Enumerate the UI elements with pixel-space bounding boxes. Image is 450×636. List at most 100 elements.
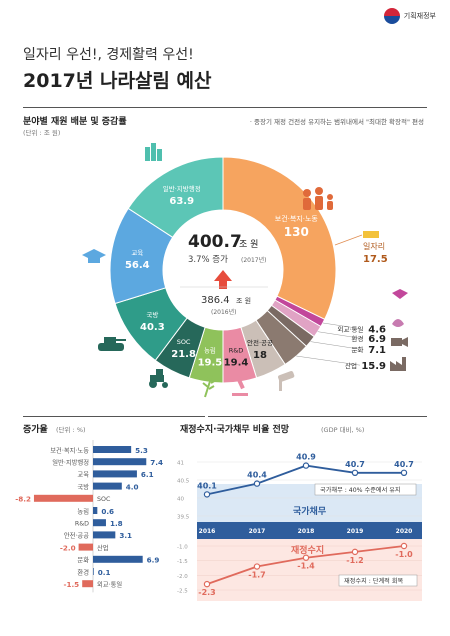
debt-point [253,480,261,487]
donut-slice-value: 130 [284,225,309,239]
debt-point-label: 40.1 [197,481,217,490]
center-prev: 386.4 [201,295,230,306]
microscope-icon [232,374,248,396]
balance-axis-tick: -2.5 [177,589,188,595]
growth-bar-value: 5.3 [135,446,148,455]
center-prev-year: (2016년) [211,308,236,316]
donut-slice-name: 산업 [345,361,357,370]
debt-point [400,469,408,477]
center-total-unit: 조 원 [239,239,258,250]
debt-point-label: 40.9 [296,453,316,462]
donut-slice-value: 56.4 [125,260,150,271]
donut-leader-line [310,341,361,350]
donut-slice-value: 4.6 [368,325,386,336]
section-divider [23,107,427,108]
section3-unit: (GDP 대비, %) [321,426,365,434]
growth-bar [93,568,94,575]
page-subtitle: 일자리 우선!, 경제활력 우선! [23,47,194,63]
growth-bar [93,446,132,453]
donut-slice-name: 일반·지방행정 [163,184,201,193]
growth-bar [93,555,143,563]
increase-arrow-icon [214,270,232,289]
growth-bar [82,580,93,588]
debt-series-label: 국가채무 [293,505,326,517]
year-label: 2017 [249,528,266,535]
debt-point-label: 40.4 [247,471,267,480]
debt-note-box [314,483,417,496]
balance-point [253,563,261,570]
balance-point-label: -1.2 [346,556,364,565]
center-total: 400.7 [188,232,242,252]
section2-unit: (단위 : %) [56,426,86,434]
donut-slice-name: R&D [229,347,244,355]
balance-area [197,539,422,601]
debt-point [351,469,359,477]
growth-bar-category: 교육 [77,471,89,479]
debt-point [203,491,211,498]
balance-point-label: -1.0 [395,550,413,559]
donut-slice-name: 안전·공공 [247,338,273,347]
fiscal-outlook-line-chart: 41 40.5 40 39.5 -1.0 -1.5 -2.0 -2.5 2016 2017 2018… [177,453,422,601]
donut-slice-name: 농림 [204,347,216,355]
donut-slice [127,156,224,238]
section1-title: 분야별 재원 배분 및 증감률 [23,117,127,127]
center-growth-year: (2017년) [241,256,266,264]
balance-series-label: 재정수지 [291,544,324,556]
balance-point-label: -1.4 [297,562,315,571]
balance-point [302,554,310,561]
growth-bar-value: -2.0 [60,543,76,552]
growth-bar-category: 일반·지방행정 [52,458,89,467]
growth-bar-category: 농림 [77,507,89,515]
tractor-icon [149,369,168,388]
year-label: 2016 [199,528,216,535]
donut-slice-name: 보건·복지·노동 [275,214,319,223]
donut-slice-value: 63.9 [169,196,194,207]
donut-slice-name: 국방 [146,310,158,319]
donut-slice-name: 환경 [352,334,364,343]
year-label: 2018 [298,528,315,535]
donut-slice-name: 문화 [352,346,364,354]
year-label: 2020 [396,528,413,535]
film-camera-icon [391,337,408,347]
growth-rate-bar-chart: 보건·복지·노동 5.3 일반·지방행정 7.4 교육 6.1 국방 4.0 SOC -8.2 농림… [15,440,163,593]
ministry-logo: 기획재정부 [383,8,436,24]
wheat-icon [202,374,217,398]
money-icon [363,231,379,238]
center-prev-unit: 조 원 [236,296,251,305]
debt-axis-tick: 41 [177,461,184,467]
donut-leader-line [296,355,361,366]
balance-point-label: -2.3 [198,588,216,597]
donut-slice-name: SOC [177,338,191,346]
balance-axis-tick: -2.0 [177,574,188,580]
growth-bar [78,543,93,551]
taegeuk-icon [383,8,400,24]
donut-slice-value: 21.8 [171,349,196,360]
growth-bar-category: 보건·복지·노동 [50,445,89,454]
growth-bar-value: 3.1 [119,531,132,540]
donut-slice-value: 6.9 [368,334,386,345]
donut-slice-value: 40.3 [140,322,165,333]
growth-bar [93,519,106,527]
org-name: 기획재정부 [403,12,436,20]
donut-slice-name: 외교·통일 [338,325,364,334]
growth-bar-category: 산업 [97,543,109,552]
debt-axis-tick: 40 [177,497,184,503]
growth-bar-category: 안전·공공 [64,531,89,540]
growth-bar-value: 4.0 [126,482,139,491]
building-icon [145,143,162,161]
balance-point [400,542,408,550]
section2-title: 증가율 [23,425,48,435]
donut-slice-value: 18 [253,350,267,361]
growth-bar-value: -8.2 [15,495,31,504]
growth-bar [93,482,122,490]
donut-slice-value: 7.1 [368,345,386,356]
donut-slice-value: 15.9 [361,361,386,372]
debt-note: 국가채무 : 40% 수준에서 유지 [320,486,401,494]
growth-bar-value: 6.1 [141,470,154,479]
growth-bar-category: SOC [97,496,111,503]
family-icon [303,187,333,210]
growth-bar-value: 0.6 [101,507,114,516]
year-band [197,522,422,539]
balance-point [351,548,359,556]
budget-donut-chart: 보건·복지·노동 130 외교·통일 4.6 환경 6.9 문화 7.1 산업 15.9 안전·공공… [82,143,408,398]
